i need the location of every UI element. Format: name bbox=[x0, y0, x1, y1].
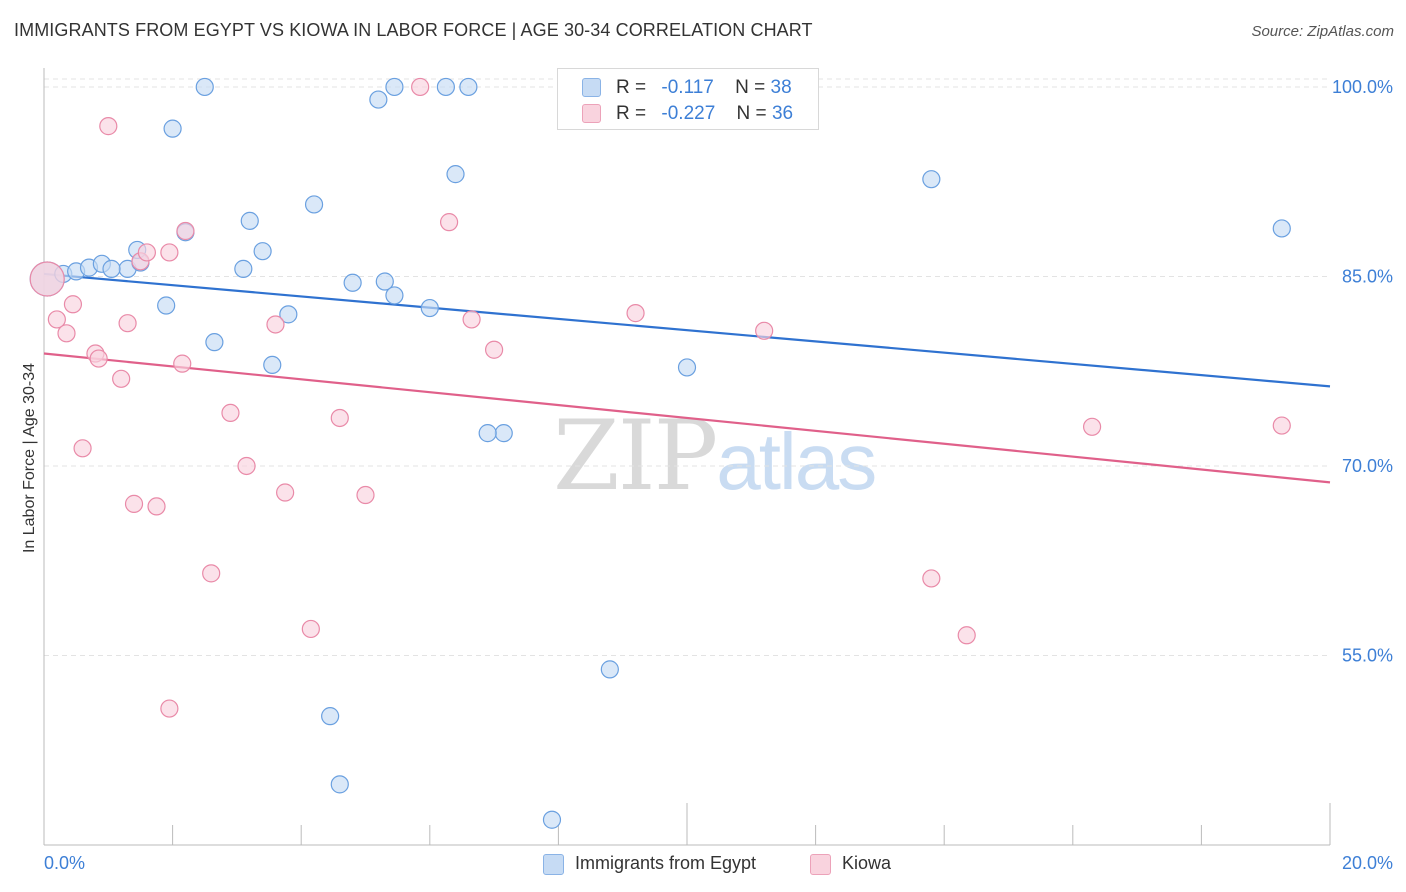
egypt-point bbox=[234, 259, 253, 278]
kiowa-point bbox=[63, 295, 83, 314]
kiowa-point bbox=[89, 349, 108, 368]
data-points bbox=[29, 77, 1291, 829]
egypt-point bbox=[542, 810, 562, 829]
chart-title: IMMIGRANTS FROM EGYPT VS KIOWA IN LABOR … bbox=[14, 20, 813, 40]
kiowa-point bbox=[957, 626, 976, 645]
egypt-point bbox=[922, 170, 941, 189]
kiowa-point bbox=[147, 497, 166, 516]
kiowa-point bbox=[237, 456, 256, 476]
egypt-point bbox=[459, 77, 478, 97]
series-legend: Immigrants from Egypt Kiowa bbox=[0, 852, 1406, 878]
kiowa-point bbox=[330, 408, 349, 428]
kiowa-point bbox=[47, 310, 66, 329]
egypt-point bbox=[263, 355, 282, 375]
kiowa-point bbox=[755, 321, 774, 340]
egypt-point bbox=[240, 211, 259, 230]
stats-legend: R = -0.117 N = 38 R = -0.227 N = 36 bbox=[557, 68, 819, 130]
egypt-point bbox=[205, 333, 224, 352]
trend-lines bbox=[43, 272, 1331, 484]
egypt-point bbox=[195, 77, 214, 97]
source-credit: Source: ZipAtlas.com bbox=[1251, 23, 1394, 40]
kiowa-trend-line bbox=[43, 352, 1331, 484]
tick-labels: 100.0% 85.0% 70.0% 55.0% 0.0% 20.0% bbox=[44, 77, 1393, 873]
kiowa-point bbox=[176, 221, 195, 241]
egypt-point bbox=[375, 272, 394, 291]
egypt-point bbox=[600, 660, 619, 679]
kiowa-point bbox=[276, 483, 295, 502]
kiowa-point bbox=[1272, 416, 1291, 435]
legend-swatch-egypt bbox=[582, 78, 601, 97]
y-tick-label: 70.0% bbox=[1342, 456, 1393, 476]
kiowa-point bbox=[1082, 417, 1102, 436]
egypt-point bbox=[304, 195, 324, 214]
legend-n-value: 38 bbox=[770, 77, 792, 98]
kiowa-point bbox=[112, 369, 131, 388]
y-tick-label: 85.0% bbox=[1342, 266, 1393, 286]
kiowa-point bbox=[124, 494, 144, 513]
legend-label-egypt: Immigrants from Egypt bbox=[575, 853, 757, 873]
x-tick-label: 20.0% bbox=[1342, 853, 1393, 873]
kiowa-point bbox=[202, 564, 221, 583]
legend-n-label: N = bbox=[736, 103, 767, 124]
kiowa-point bbox=[439, 213, 459, 232]
kiowa-point bbox=[221, 403, 240, 423]
kiowa-point bbox=[301, 619, 320, 639]
legend-n-value: 36 bbox=[771, 103, 794, 124]
axes bbox=[43, 68, 1331, 846]
egypt-point bbox=[157, 296, 176, 315]
kiowa-point bbox=[485, 340, 504, 359]
egypt-point bbox=[494, 424, 513, 443]
egypt-point bbox=[343, 273, 362, 292]
legend-r-value: -0.117 bbox=[661, 77, 714, 98]
egypt-point bbox=[436, 77, 455, 97]
legend-swatch-kiowa bbox=[810, 854, 831, 875]
egypt-point bbox=[321, 707, 340, 726]
kiowa-point bbox=[99, 117, 118, 136]
egypt-point bbox=[677, 358, 697, 377]
kiowa-point bbox=[57, 324, 76, 343]
y-tick-label: 55.0% bbox=[1342, 645, 1393, 665]
kiowa-point bbox=[73, 439, 92, 458]
legend-r-label: R = bbox=[616, 77, 647, 98]
kiowa-point bbox=[118, 314, 137, 333]
legend-r-value: -0.227 bbox=[661, 103, 716, 124]
kiowa-point bbox=[626, 304, 645, 323]
egypt-trend-line bbox=[43, 272, 1331, 388]
egypt-point bbox=[330, 775, 349, 794]
egypt-point bbox=[163, 119, 182, 138]
egypt-point bbox=[385, 286, 404, 305]
legend-r-label: R = bbox=[616, 103, 647, 124]
egypt-point bbox=[253, 242, 272, 261]
egypt-point bbox=[385, 77, 404, 97]
kiowa-point bbox=[356, 485, 375, 505]
legend-swatch-kiowa bbox=[582, 104, 601, 123]
kiowa-point bbox=[411, 77, 430, 97]
egypt-point bbox=[420, 298, 439, 318]
legend-n-label: N = bbox=[735, 77, 766, 98]
egypt-point bbox=[279, 305, 298, 324]
kiowa-point bbox=[173, 354, 192, 373]
egypt-point bbox=[1272, 219, 1291, 238]
legend-swatch-egypt bbox=[543, 854, 564, 875]
kiowa-point bbox=[462, 310, 481, 329]
egypt-point bbox=[446, 165, 465, 184]
egypt-point bbox=[478, 424, 497, 443]
kiowa-point bbox=[160, 699, 179, 718]
y-axis-label: In Labor Force | Age 30-34 bbox=[21, 362, 38, 554]
kiowa-point bbox=[922, 569, 941, 588]
legend-label-kiowa: Kiowa bbox=[842, 853, 892, 873]
egypt-point bbox=[102, 259, 121, 278]
kiowa-point bbox=[29, 261, 65, 297]
x-tick-label: 0.0% bbox=[44, 853, 85, 873]
kiowa-point bbox=[137, 243, 156, 262]
egypt-point bbox=[369, 90, 388, 109]
kiowa-point bbox=[266, 315, 285, 334]
kiowa-point bbox=[160, 243, 179, 262]
y-tick-label: 100.0% bbox=[1332, 77, 1393, 97]
